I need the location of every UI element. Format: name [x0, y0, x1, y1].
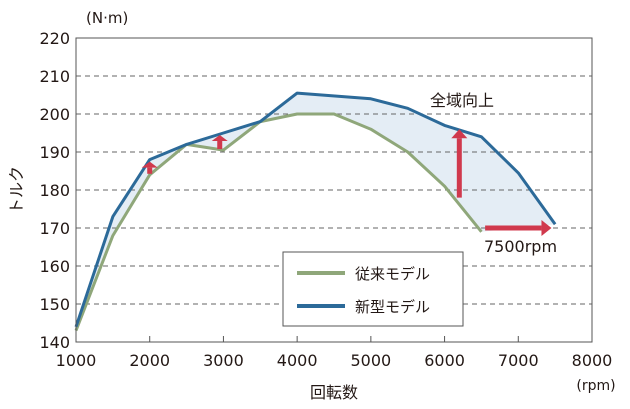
y-tick-label: 180	[39, 181, 70, 200]
annotation-7500rpm: 7500rpm	[484, 237, 557, 256]
x-tick-label: 6000	[424, 351, 465, 370]
legend: 従来モデル 新型モデル	[283, 252, 463, 326]
x-tick-label: 7000	[498, 351, 539, 370]
y-tick-label: 190	[39, 143, 70, 162]
x-tick-label: 2000	[129, 351, 170, 370]
y-tick-label: 170	[39, 219, 70, 238]
y-tick-label: 140	[39, 333, 70, 352]
y-tick-label: 150	[39, 295, 70, 314]
y-axis-label: トルク	[7, 166, 26, 214]
y-tick-label: 220	[39, 29, 70, 48]
annotation-all-range: 全域向上	[430, 91, 494, 110]
legend-label-old: 従来モデル	[355, 265, 430, 283]
y-unit-label: (N·m)	[86, 9, 128, 27]
x-unit-label: (rpm)	[576, 378, 615, 394]
x-tick-label: 8000	[572, 351, 613, 370]
legend-label-new: 新型モデル	[355, 298, 430, 316]
x-tick-label: 5000	[350, 351, 391, 370]
y-tick-label: 210	[39, 67, 70, 86]
x-tick-label: 3000	[203, 351, 244, 370]
x-tick-label: 4000	[277, 351, 318, 370]
y-tick-label: 200	[39, 105, 70, 124]
y-tick-label: 160	[39, 257, 70, 276]
x-tick-label: 1000	[56, 351, 97, 370]
x-axis-label: 回転数	[310, 383, 358, 402]
